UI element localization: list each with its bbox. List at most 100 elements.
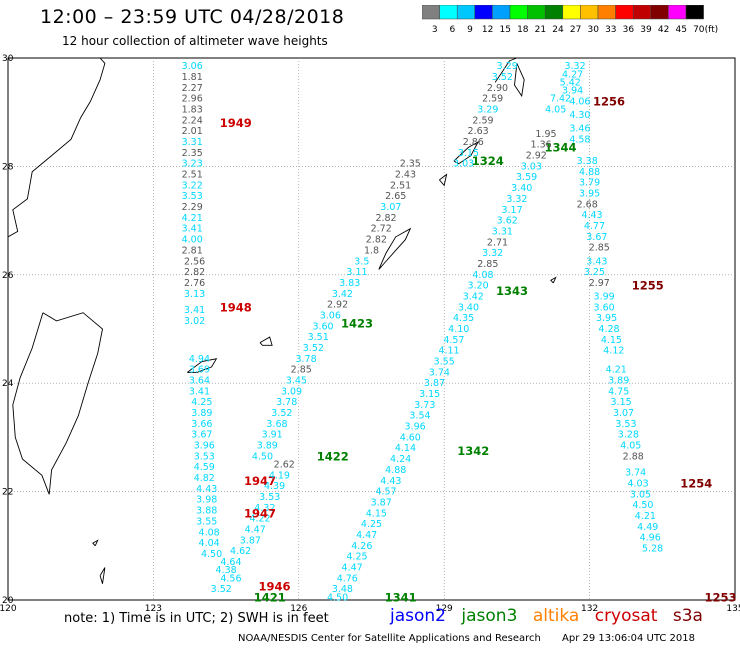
wave-height-value: 2.27 (182, 83, 203, 94)
wave-height-value: 2.51 (182, 170, 203, 181)
x-tick-label: 120 (0, 604, 17, 614)
coastline (92, 539, 99, 547)
wave-height-value: 3.66 (191, 419, 212, 430)
mission-legend: jason2 jason3 altika cryosat s3a (390, 606, 713, 626)
wave-height-value: 4.50 (632, 500, 653, 511)
pass-label: 1341 (385, 590, 417, 604)
units-note: note: 1) Time is in UTC; 2) SWH is in fe… (64, 611, 329, 626)
wave-height-value: 3.20 (468, 281, 489, 292)
colorbar-label: 45 (675, 25, 686, 35)
wave-height-value: 3.62 (497, 216, 518, 227)
wave-height-value: 1.83 (182, 104, 203, 115)
wave-height-value: 2.35 (182, 148, 203, 159)
wave-height-value: 4.25 (346, 552, 367, 563)
wave-height-value: 3.60 (594, 302, 615, 313)
wave-height-value: 3.13 (184, 289, 205, 300)
wave-height-value: 2.72 (371, 224, 392, 235)
wave-height-value: 3.02 (184, 316, 205, 327)
wave-height-value: 4.25 (361, 519, 382, 530)
y-tick-label: 22 (2, 488, 13, 498)
track-1342: 4.604.144.244.884.434.573.874.154.254.47… (337, 432, 490, 584)
wave-height-value: 2.82 (375, 213, 396, 224)
wave-height-value: 3.07 (613, 408, 634, 419)
y-tick-label: 24 (2, 379, 14, 389)
coastline (259, 336, 273, 346)
wave-height-value: 4.64 (220, 557, 241, 568)
wave-height-value: 2.86 (463, 137, 484, 148)
wave-height-value: 2.85 (291, 365, 312, 376)
pass-label: 1948 (220, 300, 252, 314)
wave-height-value: 4.22 (249, 514, 270, 525)
wave-height-value: 2.01 (182, 126, 203, 137)
wave-height-value: 3.41 (182, 224, 203, 235)
wave-height-value: 4.43 (196, 484, 217, 495)
wave-height-value: 3.23 (182, 159, 203, 170)
colorbar-label: 36 (623, 25, 635, 35)
track-1254: 3.993.603.954.284.154.12 4.213.894.753.15… (594, 291, 713, 490)
wave-height-value: 3.05 (630, 489, 651, 500)
pass-label: 1947 (244, 474, 276, 488)
wave-height-value: 3.52 (492, 72, 513, 83)
track-1422: 3.453.093.783.523.683.913.894.50 1422 (252, 375, 349, 463)
pass-label: 1343 (496, 284, 528, 298)
wave-height-value: 3.40 (511, 183, 532, 194)
wave-height-value: 3.53 (182, 191, 203, 202)
colorbar-label: 30 (587, 25, 599, 35)
wave-height-value: 2.92 (327, 300, 348, 311)
wave-height-value: 4.03 (627, 478, 648, 489)
track-1343: 4.083.203.423.404.354.104.574.113.553.74… (405, 270, 529, 433)
x-tick-label: 126 (290, 604, 307, 614)
wave-height-value: 5.28 (642, 544, 663, 555)
wave-height-value: 4.27 (562, 69, 583, 80)
colorbar-label: 21 (535, 25, 546, 35)
wave-height-value: 3.98 (196, 495, 217, 506)
legend-s3a: s3a (672, 606, 703, 626)
colorbar-label: 15 (499, 25, 510, 35)
wave-height-value: 4.35 (453, 313, 474, 324)
colorbar-label: 24 (552, 25, 564, 35)
wave-height-value: 1.81 (182, 72, 203, 83)
colorbar-label: 39 (640, 25, 652, 35)
colorbar-label: 70 (693, 25, 705, 35)
wave-height-value: 4.76 (337, 573, 358, 584)
track-1344: 3.293.522.902.593.292.592.632.863.153.03… (453, 61, 577, 170)
legend-jason2: jason2 (390, 606, 446, 626)
wave-height-value: 3.32 (482, 248, 503, 259)
wave-height-value: 2.43 (395, 170, 416, 181)
wave-height-value: 4.12 (603, 346, 624, 357)
wave-height-value: 1.36 (531, 140, 552, 151)
wave-height-value: 3.94 (562, 86, 583, 97)
wave-height-value: 3.17 (501, 205, 522, 216)
wave-height-value: 3.53 (615, 419, 636, 430)
wave-height-value: 2.59 (472, 115, 493, 126)
wave-height-value: 3.83 (339, 278, 360, 289)
wave-height-value: 3.52 (271, 408, 292, 419)
wave-height-value: 2.29 (182, 202, 203, 213)
wave-height-value: 4.21 (182, 213, 203, 224)
wave-height-value: 2.56 (184, 256, 205, 267)
wave-height-value: 3.06 (182, 61, 203, 72)
wave-height-value: 2.51 (390, 180, 411, 191)
wave-height-value: 4.30 (569, 110, 590, 121)
legend-cryosat: cryosat (594, 606, 658, 626)
wave-height-value: 4.08 (472, 270, 493, 281)
wave-height-value: 4.59 (194, 462, 215, 473)
wave-height-value: 3.31 (492, 226, 513, 237)
wave-height-value: 4.38 (216, 565, 237, 576)
wave-height-value: 3.25 (584, 267, 605, 278)
wave-height-value: 3.73 (414, 400, 435, 411)
wave-height-value: 2.97 (589, 278, 610, 289)
wave-height-value: 3.78 (276, 397, 297, 408)
legend-altika: altika (532, 606, 580, 626)
wave-height-value: 2.90 (487, 83, 508, 94)
wave-height-value: 3.87 (240, 535, 261, 546)
wave-height-value: 4.88 (579, 167, 600, 178)
wave-height-value: 4.47 (356, 530, 377, 541)
track-1341: 3.484.50 1341 (327, 584, 417, 604)
wave-height-value: 3.46 (569, 123, 590, 134)
coastline (453, 140, 480, 165)
coastline (99, 567, 106, 584)
wave-height-value: 3.45 (286, 375, 307, 386)
y-tick-label: 28 (2, 162, 14, 172)
track-1947: 2.624.194.393.534.324.224.473.87 1947 (240, 460, 295, 547)
